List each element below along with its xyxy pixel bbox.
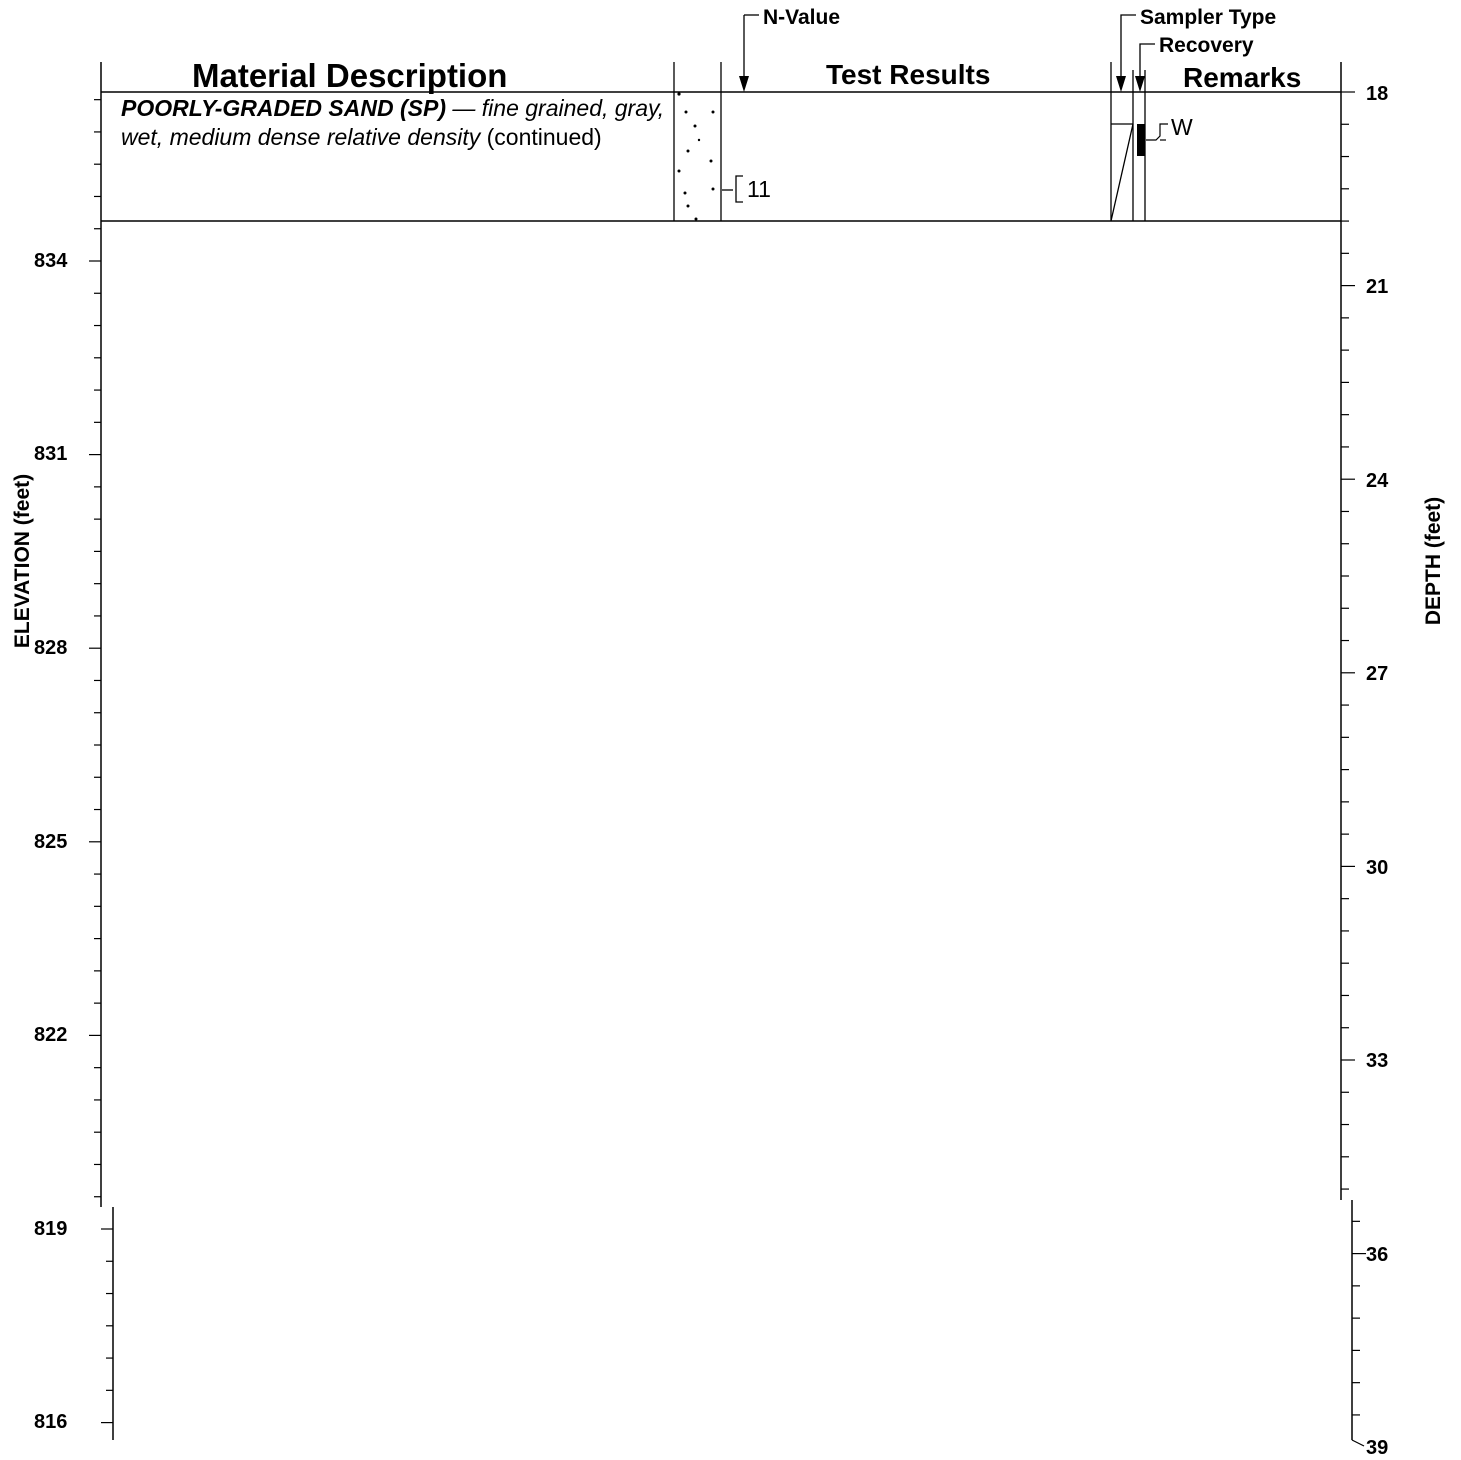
n-value-arrow-head (739, 76, 749, 92)
depth-axis-end (1351, 1439, 1365, 1447)
depth-label-33: 33 (1366, 1050, 1389, 1072)
depth-label-30: 30 (1366, 857, 1389, 879)
sampler-type-leader (1120, 14, 1136, 84)
elevation-label-828: 828 (34, 637, 68, 659)
depth-label-39: 39 (1366, 1437, 1389, 1459)
depth-label-36: 36 (1366, 1244, 1389, 1266)
layer-description: POORLY-GRADED SAND (SP) — fine grained, … (121, 94, 681, 152)
elevation-label-831: 831 (34, 443, 68, 465)
elevation-label-825: 825 (34, 831, 68, 853)
recovery-leader (1139, 43, 1155, 84)
sampler-type-arrow-head (1116, 76, 1126, 92)
n-value-reading: 11 (747, 176, 771, 202)
n-value-bracket (735, 175, 743, 203)
layer-dash: — (446, 95, 482, 121)
sand-pattern (677, 92, 715, 221)
layer-name: POORLY-GRADED SAND (SP) (121, 95, 446, 121)
elevation-label-816: 816 (34, 1411, 68, 1433)
depth-label-24: 24 (1366, 470, 1389, 492)
elevation-label-822: 822 (34, 1024, 68, 1046)
layer-properties: fine grained, gray, wet, medium dense re… (121, 95, 665, 150)
recovery-bar (1137, 124, 1145, 156)
depth-label-18: 18 (1366, 83, 1389, 105)
header-sampler-type: Sampler Type (1140, 6, 1277, 29)
recovery-arrow-head (1135, 76, 1145, 92)
header-remarks: Remarks (1183, 62, 1302, 93)
elevation-label-834: 834 (34, 250, 68, 272)
elevation-label-819: 819 (34, 1218, 68, 1240)
axis-ticks (89, 91, 1366, 1424)
sampler-type-label: W (1171, 114, 1193, 140)
sampler-label-bracket (1146, 123, 1168, 141)
header-n-value: N-Value (763, 6, 841, 29)
depth-label-27: 27 (1366, 663, 1389, 685)
header-material-description: Material Description (192, 57, 508, 94)
header-test-results: Test Results (826, 59, 991, 90)
header-recovery: Recovery (1159, 34, 1254, 57)
sample-diagonal (1110, 123, 1134, 222)
layer-continued: (continued) (480, 124, 602, 150)
depth-label-21: 21 (1366, 276, 1389, 298)
